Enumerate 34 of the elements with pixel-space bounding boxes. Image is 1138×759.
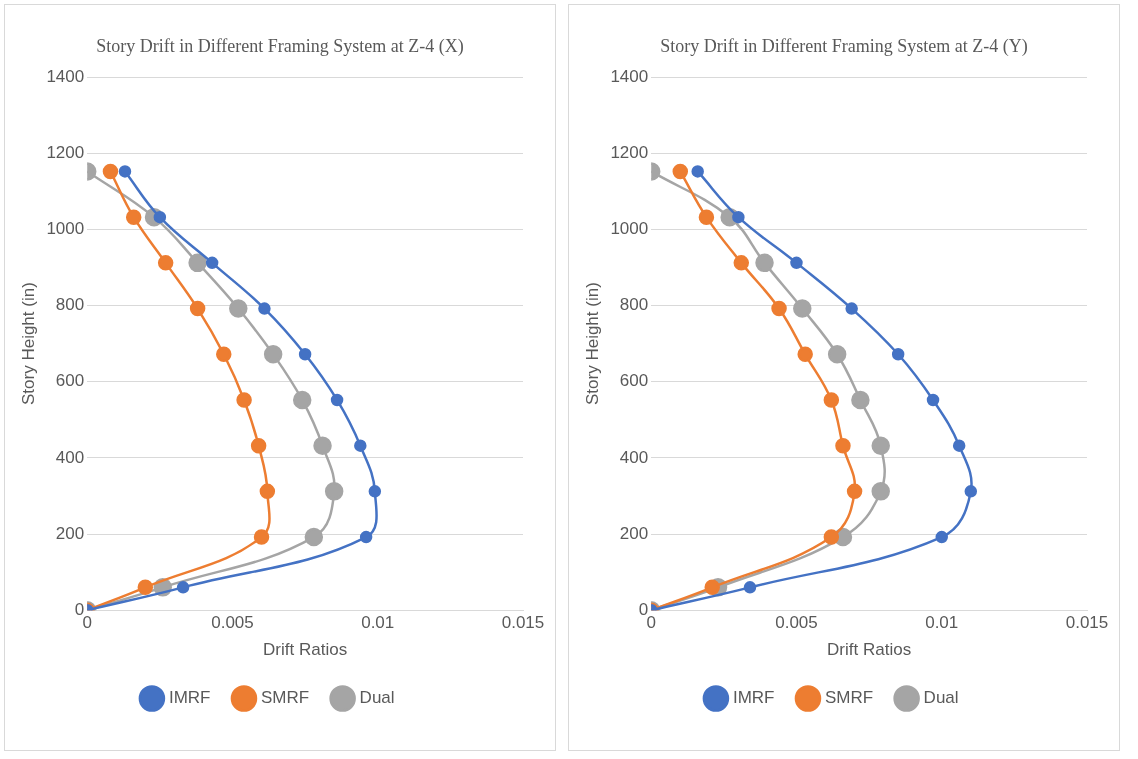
y-tick-label: 1200: [610, 142, 649, 162]
legend-label: Dual: [923, 688, 959, 708]
legend-label: IMRF: [168, 688, 211, 708]
y-tick-label: 0: [74, 599, 85, 619]
legend-label: SMRF: [260, 688, 310, 708]
legend-label: Dual: [359, 688, 395, 708]
y-tick-label: 800: [619, 295, 649, 315]
y-tick-label: 0: [638, 599, 649, 619]
x-tick-label: 0.005: [211, 613, 254, 633]
x-tick-label: 0.015: [501, 613, 545, 633]
y-tick-label: 400: [55, 447, 85, 467]
y-tick-label: 600: [619, 371, 649, 391]
y-tick-label: 1400: [46, 66, 85, 86]
x-tick-label: 0.01: [925, 613, 959, 633]
x-axis-title: Drift Ratios: [827, 640, 912, 660]
y-tick-label: 1400: [610, 66, 649, 86]
chart-title: Story Drift in Different Framing System at Z-4 (Y): [659, 35, 1029, 57]
legend-label: SMRF: [824, 688, 874, 708]
y-tick-label: 400: [619, 447, 649, 467]
legend-label: IMRF: [732, 688, 775, 708]
y-tick-label: 200: [619, 523, 649, 543]
x-tick-label: 0.005: [775, 613, 818, 633]
y-tick-label: 200: [55, 523, 85, 543]
chart-title: Story Drift in Different Framing System at Z-4 (X): [95, 35, 465, 57]
y-tick-label: 1000: [46, 219, 85, 239]
y-tick-label: 800: [55, 295, 85, 315]
x-tick-label: 0.01: [361, 613, 395, 633]
y-tick-label: 1000: [610, 219, 649, 239]
y-tick-label: 600: [55, 371, 85, 391]
x-tick-label: 0.015: [1065, 613, 1109, 633]
y-tick-label: 1200: [46, 142, 85, 162]
y-axis-title: Story Height (in): [18, 282, 38, 406]
y-axis-title: Story Height (in): [582, 282, 602, 406]
x-axis-title: Drift Ratios: [263, 640, 348, 660]
